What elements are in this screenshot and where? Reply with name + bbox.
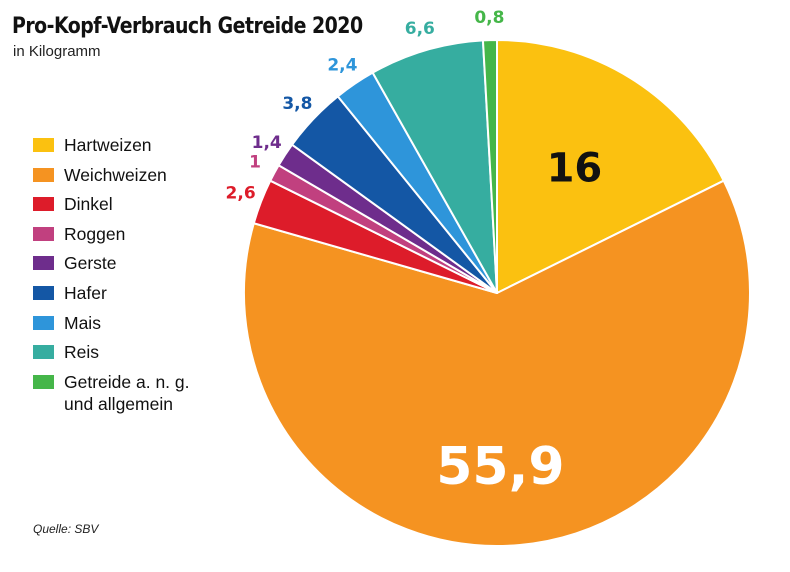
legend-swatch [33, 167, 54, 182]
legend-label: Getreide a. n. g. und allgemein [64, 371, 190, 414]
source-note: Quelle: SBV [33, 522, 99, 536]
pie-label-gerste: 1,4 [252, 133, 282, 153]
legend-swatch [33, 197, 54, 212]
pie-label-hartweizen: 16 [547, 145, 603, 191]
legend-swatch [33, 138, 54, 152]
legend-item-mais: Mais [33, 312, 223, 342]
pie-label-reis: 6,6 [405, 19, 435, 39]
legend-item-weichweizen: Weichweizen [33, 164, 223, 194]
pie-label-roggen: 1 [249, 152, 261, 172]
legend-label: Hartweizen [64, 135, 152, 155]
pie-label-mais: 2,4 [327, 56, 357, 76]
pie-label-getreide-a-n-g-und-allgemein: 0,8 [474, 8, 504, 28]
pie-slice-getreide-a-n-g-und-allgemein [481, 39, 498, 294]
pie-label-dinkel: 2,6 [226, 184, 256, 204]
legend-item-gerste: Gerste [33, 252, 223, 282]
pie-slice-hartweizen [496, 39, 725, 294]
legend-item-roggen: Roggen [33, 223, 223, 253]
legend-swatch [33, 374, 54, 389]
legend-item-reis: Reis [33, 341, 223, 371]
legend-label: Mais [64, 312, 101, 333]
legend-item-hafer: Hafer [33, 282, 223, 312]
legend-item-dinkel: Dinkel [33, 193, 223, 223]
legend: Hartweizen Weichweizen Dinkel Roggen Gerste H… [33, 134, 223, 415]
legend-swatch [33, 315, 54, 330]
pie-label-hafer: 3,8 [282, 94, 312, 114]
chart-subtitle: in Kilogramm [13, 43, 101, 60]
legend-swatch [33, 226, 54, 241]
legend-label: Hafer [64, 282, 107, 303]
legend-swatch [33, 285, 54, 300]
legend-label: Roggen [64, 223, 126, 244]
legend-swatch [33, 345, 54, 360]
pie-label-weichweizen: 55,9 [436, 437, 564, 497]
legend-label: Gerste [64, 253, 117, 274]
pie-slice-weichweizen [243, 179, 751, 547]
chart-title: Pro-Kopf-Verbrauch Getreide 2020 [12, 14, 363, 39]
legend-label: Reis [64, 342, 100, 363]
legend-swatch [33, 256, 54, 271]
legend-item-hartweizen: Hartweizen [33, 134, 223, 164]
legend-label: Dinkel [64, 194, 113, 215]
pie-slice-reis [371, 39, 498, 294]
legend-label: Weichweizen [64, 164, 167, 185]
legend-item-getreide-a-n-g-und-allgemein: Getreide a. n. g. und allgemein [33, 371, 223, 415]
